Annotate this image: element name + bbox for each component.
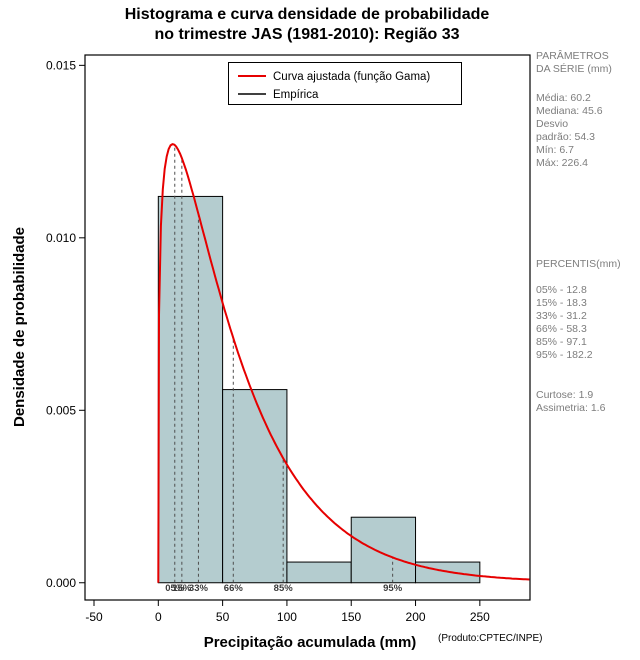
y-tick-label: 0.005 <box>46 403 76 417</box>
x-tick-label: 200 <box>406 610 426 624</box>
x-axis-source-note: (Produto:CPTEC/INPE) <box>438 633 542 644</box>
series-stat-line: Mediana: 45.6 <box>536 105 603 117</box>
shape-stat-line: Assimetria: 1.6 <box>536 402 606 414</box>
x-tick-label: 150 <box>341 610 361 624</box>
x-tick-label: 50 <box>216 610 230 624</box>
x-tick-label: 100 <box>277 610 297 624</box>
series-stat-line: padrão: 54.3 <box>536 131 595 143</box>
series-stat-line: Mín: 6.7 <box>536 144 574 156</box>
x-tick-label: -50 <box>85 610 103 624</box>
shape-stats-list: Curtose: 1.9 Assimetria: 1.6 <box>536 389 638 415</box>
gamma-curve <box>157 143 530 583</box>
parameters-header-line: DA SÉRIE (mm) <box>536 63 612 75</box>
y-tick-label: 0.010 <box>46 231 76 245</box>
legend-entry-label: Empírica <box>273 89 319 101</box>
y-tick-label: 0.000 <box>46 576 76 590</box>
percentile-label: 95% <box>383 583 403 594</box>
x-tick-label: 250 <box>470 610 490 624</box>
parameters-header-line: PARÂMETROS <box>536 50 609 62</box>
percentile-stat-line: 85% - 97.1 <box>536 336 587 348</box>
y-axis-label: Densidade de probabilidade <box>11 227 28 427</box>
percentile-stat-line: 15% - 18.3 <box>536 297 587 309</box>
percentile-label: 85% <box>274 583 294 594</box>
percentiles-header: PERCENTIS(mm) <box>536 258 621 270</box>
series-stats-list: Média: 60.2 Mediana: 45.6 Desvio padrão: 54… <box>536 92 638 170</box>
shape-stat-line: Curtose: 1.9 <box>536 389 594 401</box>
series-stat-line: Desvio <box>536 118 569 130</box>
y-tick-label: 0.015 <box>46 58 76 72</box>
legend-box <box>228 62 462 105</box>
series-stat-line: Média: 60.2 <box>536 92 591 104</box>
legend-entry-label: Curva ajustada (função Gama) <box>273 71 430 83</box>
x-axis-label: Precipitação acumulada (mm) <box>204 634 417 651</box>
histogram-bar <box>350 516 417 584</box>
chart-title-line2: no trimestre JAS (1981-2010): Região 33 <box>154 26 460 43</box>
percentile-label: 33% <box>189 583 209 594</box>
percentile-stat-line: 66% - 58.3 <box>536 323 587 335</box>
percentile-label: 66% <box>224 583 244 594</box>
percentile-label: 05% <box>165 583 185 594</box>
percentile-stats-list: 05% - 12.8 15% - 18.3 33% - 31.2 66% - 58.3… <box>536 284 638 362</box>
chart-title-line1: Histograma e curva densidade de probabil… <box>124 6 490 23</box>
histogram-bar <box>157 195 224 584</box>
percentile-stat-line: 33% - 31.2 <box>536 310 587 322</box>
plot-box <box>84 54 531 601</box>
histogram-bar <box>286 561 352 584</box>
x-tick-label: 0 <box>155 610 162 624</box>
chart-title: Histograma e curva densidade de probabil… <box>0 5 614 45</box>
percentile-stat-line: 05% - 12.8 <box>536 284 587 296</box>
percentile-label: 15% <box>172 583 192 594</box>
series-stat-line: Máx: 226.4 <box>536 157 588 169</box>
series-parameters-panel: PARÂMETROS DA SÉRIE (mm) Média: 60.2 Media… <box>536 50 638 415</box>
parameters-header: PARÂMETROS DA SÉRIE (mm) <box>536 50 638 76</box>
histogram-bar <box>222 389 288 584</box>
percentile-stat-line: 95% - 182.2 <box>536 349 593 361</box>
